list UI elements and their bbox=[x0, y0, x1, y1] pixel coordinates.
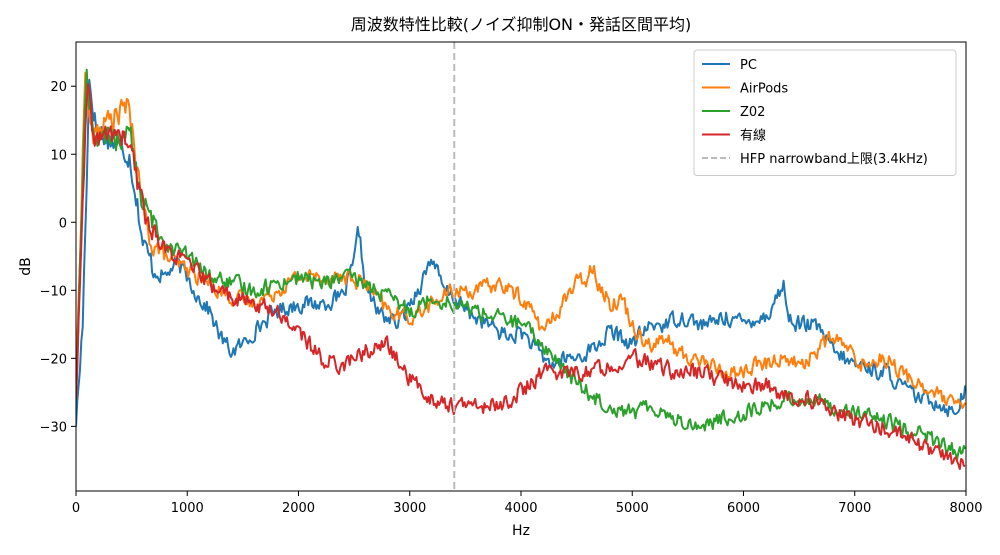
x-tick-label: 6000 bbox=[727, 501, 760, 516]
series-line-0 bbox=[76, 78, 966, 427]
x-tick-label: 5000 bbox=[616, 501, 649, 516]
y-tick-label: 20 bbox=[50, 80, 67, 95]
series-layer bbox=[76, 68, 966, 470]
x-axis: 0 1000 2000 3000 4000 5000 6000 7000 8000 bbox=[72, 491, 983, 516]
chart-title: 周波数特性比較(ノイズ抑制ON・発話区間平均) bbox=[351, 15, 692, 34]
y-tick-label: 10 bbox=[50, 148, 67, 163]
y-axis-title: dB bbox=[18, 257, 34, 276]
legend-box bbox=[693, 49, 957, 176]
legend-label: HFP narrowband上限(3.4kHz) bbox=[740, 152, 928, 167]
x-tick-label: 0 bbox=[72, 501, 80, 516]
y-tick-label: 0 bbox=[59, 216, 67, 231]
y-tick-label: −30 bbox=[40, 420, 67, 435]
legend-label: Z02 bbox=[740, 105, 765, 120]
series-line-3 bbox=[76, 83, 966, 470]
legend-label: AirPods bbox=[740, 82, 788, 97]
x-tick-label: 8000 bbox=[949, 501, 982, 516]
y-tick-label: −20 bbox=[40, 352, 67, 367]
x-tick-label: 4000 bbox=[504, 501, 537, 516]
x-tick-label: 3000 bbox=[393, 501, 426, 516]
plot-area bbox=[76, 42, 966, 491]
y-axis: −30 −20 −10 0 10 20 bbox=[40, 80, 76, 435]
x-axis-title: Hz bbox=[512, 523, 530, 539]
legend-items: PC AirPods Z02 有線 HFP narrowband上限(3.4kHz) bbox=[702, 58, 928, 167]
legend-label: 有線 bbox=[740, 128, 766, 144]
legend: PC AirPods Z02 有線 HFP narrowband上限(3.4kHz) bbox=[693, 49, 957, 176]
y-tick-label: −10 bbox=[40, 284, 67, 299]
x-tick-label: 1000 bbox=[171, 501, 204, 516]
legend-label: PC bbox=[740, 58, 757, 73]
x-tick-label: 7000 bbox=[838, 501, 871, 516]
x-tick-label: 2000 bbox=[282, 501, 315, 516]
